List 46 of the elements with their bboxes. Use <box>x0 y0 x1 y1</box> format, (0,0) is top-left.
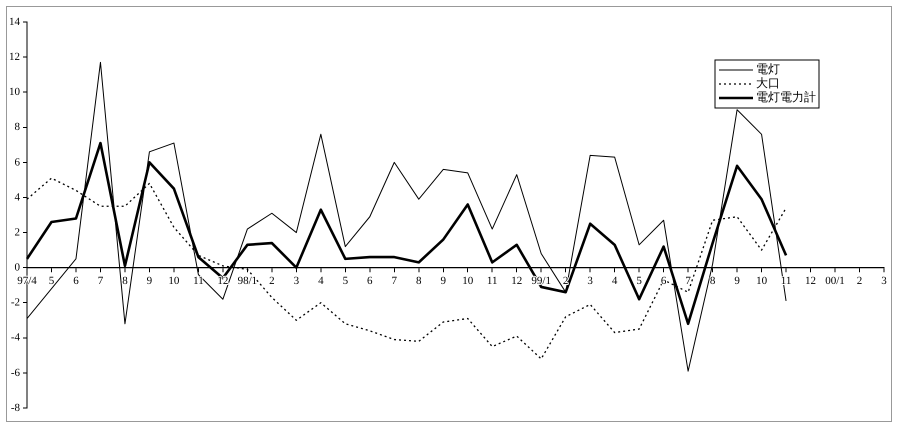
x-tick-label: 10 <box>462 275 474 288</box>
x-tick-label: 2 <box>269 275 275 288</box>
legend-label: 電灯電力計 <box>756 90 816 104</box>
y-tick-label: 12 <box>9 50 20 63</box>
x-tick-label: 5 <box>636 275 642 288</box>
legend-label: 大口 <box>756 76 780 90</box>
x-tick-label: 11 <box>486 275 498 288</box>
x-tick-label: 2 <box>856 275 862 288</box>
y-tick-label: 8 <box>14 121 20 134</box>
x-tick-label: 9 <box>734 275 740 288</box>
x-tick-label: 5 <box>342 275 349 288</box>
x-tick-label: 12 <box>511 275 522 288</box>
x-tick-label: 4 <box>318 275 324 288</box>
x-tick-label: 3 <box>881 275 888 288</box>
x-tick-label: 8 <box>710 275 716 288</box>
x-tick-label: 9 <box>440 275 447 288</box>
x-tick-label: 9 <box>146 275 153 288</box>
y-tick-label: 4 <box>14 191 20 204</box>
x-tick-label: 4 <box>612 275 618 288</box>
y-tick-label: -4 <box>10 332 20 344</box>
y-tick-label: 0 <box>14 262 20 274</box>
x-tick-label: 98/1 <box>238 275 258 288</box>
x-tick-label: 12 <box>217 275 228 288</box>
x-tick-label: 7 <box>392 275 398 288</box>
y-tick-label: 14 <box>9 16 20 28</box>
y-tick-label: 6 <box>14 156 20 168</box>
x-tick-label: 3 <box>587 275 594 288</box>
y-tick-label: -2 <box>10 296 20 309</box>
x-tick-label: 8 <box>122 275 128 288</box>
y-tick-label: 2 <box>14 226 20 238</box>
x-tick-label: 00/1 <box>825 275 845 288</box>
x-tick-label: 7 <box>685 275 692 288</box>
y-tick-label: -8 <box>10 402 20 414</box>
x-tick-label: 12 <box>805 275 816 288</box>
x-tick-label: 10 <box>168 275 180 288</box>
x-tick-label: 6 <box>367 275 374 288</box>
x-tick-label: 8 <box>416 275 422 288</box>
x-tick-label: 11 <box>193 275 204 288</box>
x-tick-label: 10 <box>756 275 768 288</box>
y-tick-label: 10 <box>9 86 20 98</box>
legend-label: 電灯 <box>756 62 780 76</box>
x-tick-label: 5 <box>48 275 55 288</box>
y-tick-label: -6 <box>10 366 20 379</box>
x-tick-label: 3 <box>294 275 300 288</box>
x-tick-label: 7 <box>98 275 104 288</box>
x-tick-label: 6 <box>73 275 80 288</box>
